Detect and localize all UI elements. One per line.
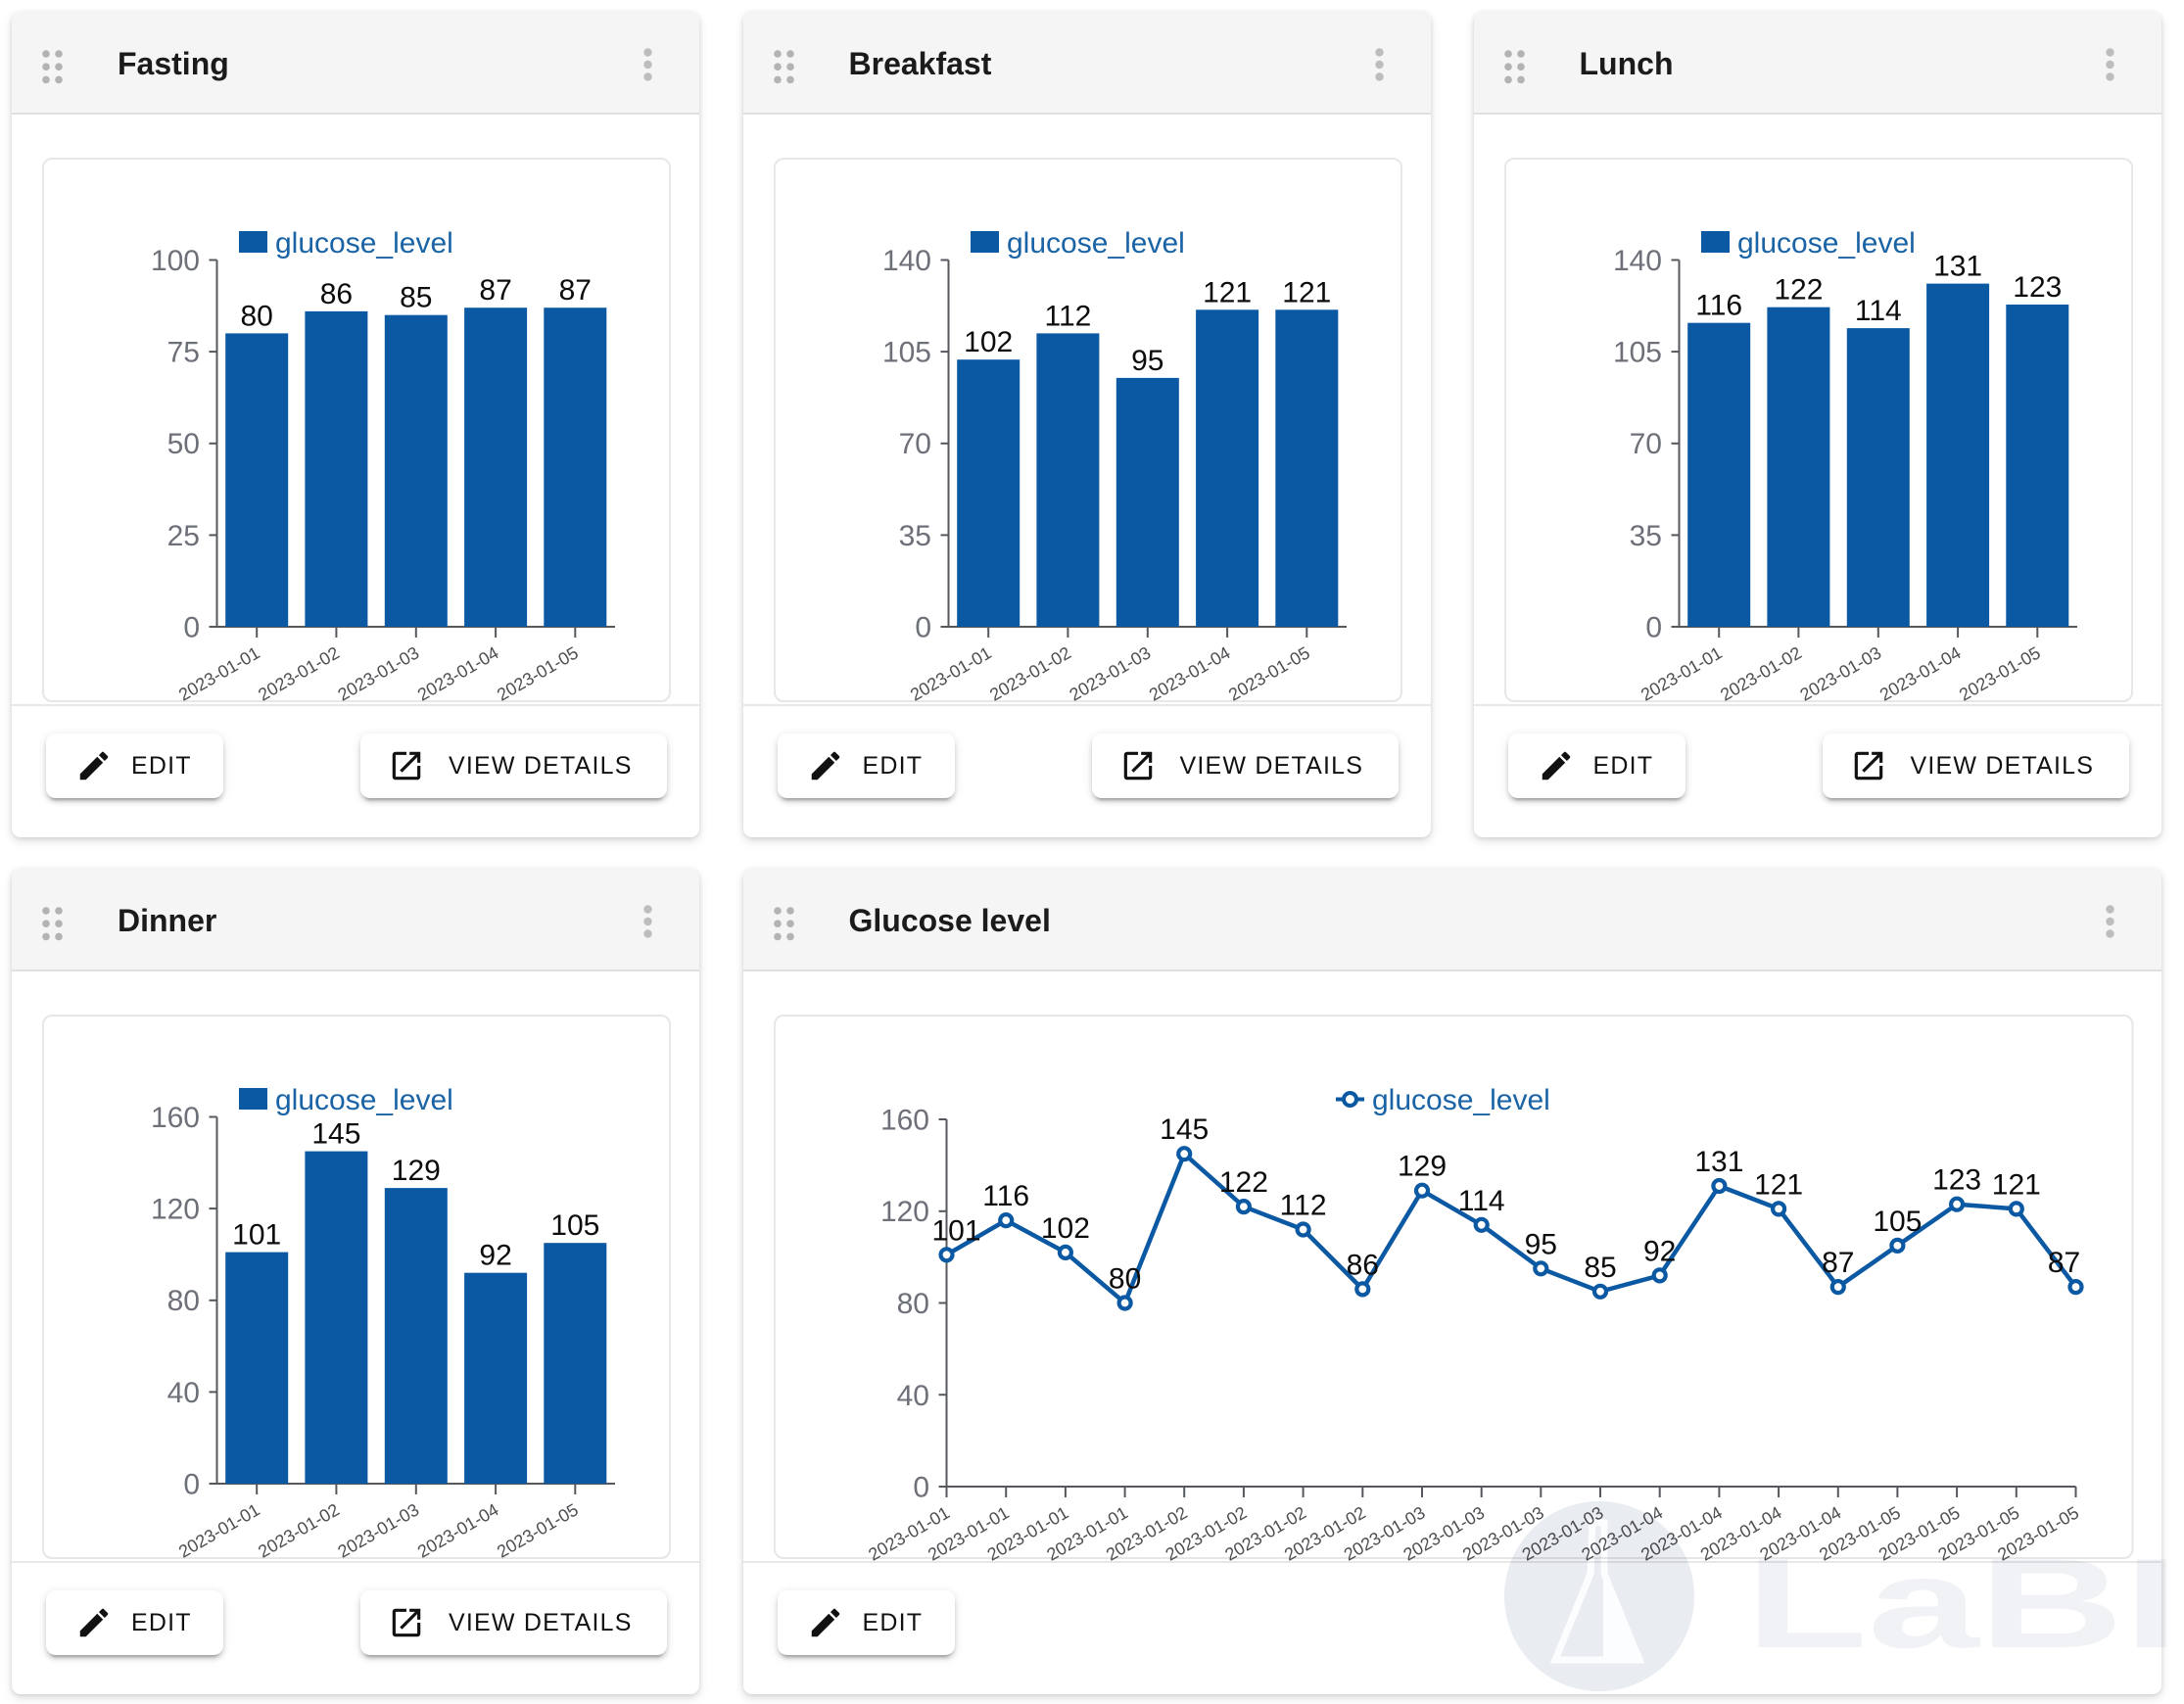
svg-text:80: 80 (241, 300, 273, 332)
svg-text:40: 40 (167, 1377, 200, 1409)
svg-text:glucose_level: glucose_level (1007, 227, 1185, 260)
svg-text:glucose_level: glucose_level (275, 227, 453, 260)
svg-text:120: 120 (879, 1196, 928, 1228)
svg-text:75: 75 (167, 337, 200, 369)
svg-text:101: 101 (931, 1214, 980, 1247)
svg-text:40: 40 (896, 1380, 928, 1412)
svg-text:129: 129 (1397, 1151, 1446, 1183)
svg-text:70: 70 (898, 428, 930, 460)
svg-text:0: 0 (915, 612, 931, 644)
svg-text:145: 145 (1160, 1113, 1209, 1146)
svg-text:120: 120 (151, 1194, 200, 1226)
svg-text:105: 105 (1612, 337, 1661, 369)
svg-text:92: 92 (1643, 1235, 1676, 1267)
svg-text:112: 112 (1279, 1190, 1326, 1222)
svg-text:95: 95 (1131, 345, 1163, 377)
svg-text:114: 114 (1854, 295, 1901, 327)
svg-text:105: 105 (550, 1209, 599, 1242)
svg-text:116: 116 (1695, 290, 1742, 322)
svg-text:0: 0 (1645, 612, 1662, 644)
svg-text:105: 105 (881, 337, 930, 369)
svg-text:87: 87 (479, 274, 511, 307)
svg-text:101: 101 (232, 1219, 281, 1252)
svg-text:0: 0 (913, 1472, 929, 1504)
svg-text:80: 80 (896, 1288, 928, 1320)
svg-text:112: 112 (1044, 300, 1091, 332)
svg-text:116: 116 (982, 1180, 1029, 1212)
svg-text:121: 121 (1282, 276, 1331, 308)
svg-text:50: 50 (167, 428, 200, 460)
svg-text:121: 121 (1203, 276, 1252, 308)
svg-text:glucose_level: glucose_level (1372, 1084, 1550, 1116)
svg-text:129: 129 (392, 1155, 441, 1187)
svg-text:131: 131 (1694, 1146, 1743, 1178)
svg-text:92: 92 (479, 1240, 511, 1272)
svg-text:121: 121 (1991, 1168, 2040, 1201)
svg-text:102: 102 (1040, 1212, 1089, 1245)
svg-text:glucose_level: glucose_level (1737, 227, 1916, 260)
svg-text:160: 160 (151, 1102, 200, 1134)
svg-text:87: 87 (1822, 1247, 1854, 1279)
svg-text:95: 95 (1524, 1228, 1556, 1260)
svg-text:86: 86 (1346, 1249, 1378, 1281)
svg-text:25: 25 (167, 520, 200, 552)
svg-text:80: 80 (1108, 1263, 1140, 1296)
svg-text:0: 0 (183, 1469, 200, 1501)
svg-text:85: 85 (400, 282, 432, 314)
svg-text:123: 123 (1932, 1164, 1981, 1197)
svg-text:114: 114 (1457, 1185, 1504, 1217)
svg-text:140: 140 (881, 245, 930, 277)
svg-text:35: 35 (898, 520, 930, 552)
svg-text:87: 87 (559, 274, 592, 307)
svg-text:85: 85 (1584, 1252, 1616, 1284)
svg-text:123: 123 (2013, 271, 2062, 304)
svg-text:122: 122 (1218, 1166, 1267, 1199)
svg-text:145: 145 (311, 1118, 360, 1151)
svg-text:121: 121 (1754, 1168, 1803, 1201)
svg-text:131: 131 (1933, 251, 1982, 283)
svg-text:70: 70 (1629, 428, 1661, 460)
svg-text:122: 122 (1774, 274, 1823, 307)
svg-text:102: 102 (964, 326, 1013, 358)
svg-text:0: 0 (183, 612, 200, 644)
svg-text:160: 160 (879, 1105, 928, 1137)
svg-text:35: 35 (1629, 520, 1661, 552)
svg-text:105: 105 (1873, 1206, 1922, 1238)
svg-text:100: 100 (151, 245, 200, 277)
svg-text:LaBII: LaBII (1745, 1532, 2184, 1675)
svg-text:86: 86 (320, 278, 353, 310)
svg-text:glucose_level: glucose_level (275, 1084, 453, 1116)
svg-text:80: 80 (167, 1285, 200, 1317)
svg-text:140: 140 (1612, 245, 1661, 277)
svg-text:87: 87 (2047, 1247, 2079, 1279)
